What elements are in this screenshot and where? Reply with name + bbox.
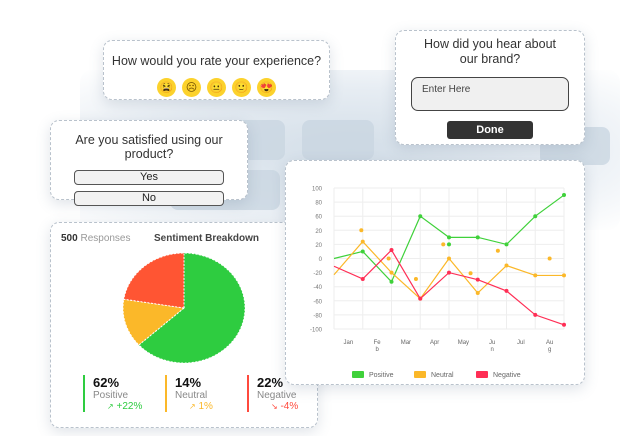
scatter-point [413, 276, 418, 281]
pie-chart [122, 252, 246, 364]
stat-negative: 22% Negative ↘ -4% [247, 375, 298, 412]
scatter-point [468, 271, 473, 276]
legend-swatch [476, 371, 488, 378]
data-point [389, 279, 394, 284]
x-tick-label: Jan [344, 340, 354, 346]
rating-question: How would you rate your experience? [111, 54, 322, 68]
y-tick-label: -100 [310, 328, 323, 334]
heart-eyes-face-icon[interactable]: 😍 [257, 78, 276, 97]
background-tile [302, 120, 374, 160]
data-point [475, 291, 480, 296]
line-chart-card: 100 80 60 20 20 0 -20 -40 -60 -80 -100 Jan Fe b Mar Apr… [285, 160, 585, 385]
pie-slice-neutral [122, 298, 186, 346]
brand-input[interactable]: Enter Here [411, 77, 569, 111]
brand-card: How did you hear about our brand? Enter … [395, 30, 585, 145]
stat-change: ↗ 1% [189, 401, 213, 412]
sentiment-card: 500 Responses Sentiment Breakdown 62% Pos… [50, 222, 318, 428]
data-point [533, 312, 538, 317]
data-point [504, 242, 509, 247]
trend-down-icon: ↘ [271, 402, 278, 411]
legend-swatch [414, 371, 426, 378]
x-tick-label: Mar [401, 340, 411, 346]
data-point [504, 288, 509, 293]
satisfaction-question: Are you satisfied using our product? [75, 133, 223, 161]
crying-face-icon[interactable]: 😫 [157, 78, 176, 97]
response-count: 500 Responses [61, 233, 131, 244]
data-point [360, 239, 365, 244]
scatter-point [495, 248, 500, 253]
legend-label: Positive [369, 372, 394, 379]
data-point [447, 235, 451, 240]
scatter-point [441, 242, 446, 247]
count-value: 500 [61, 233, 78, 244]
stat-neutral: 14% Neutral ↗ 1% [165, 375, 213, 412]
data-point [475, 235, 480, 240]
done-button[interactable]: Done [447, 121, 533, 139]
legend-swatch [352, 371, 364, 378]
data-point [533, 214, 538, 219]
pie-slice-negative [123, 252, 185, 309]
stat-label: Negative [257, 390, 297, 401]
scatter-point [447, 242, 451, 247]
y-tick-label: 20 [315, 229, 322, 235]
data-point [447, 270, 451, 275]
stat-label: Neutral [175, 390, 208, 401]
stat-label: Positive [93, 390, 129, 401]
no-option[interactable]: No [74, 191, 224, 206]
data-point [533, 273, 538, 278]
scatter-point [359, 228, 364, 233]
stat-percent: 14% [175, 375, 202, 390]
data-point [360, 276, 365, 281]
trend-up-icon: ↗ [189, 402, 196, 411]
trend-up-icon: ↗ [107, 402, 114, 411]
y-tick-label: 100 [312, 187, 323, 193]
data-point [418, 214, 423, 219]
stat-change: ↗ +22% [107, 401, 143, 412]
y-tick-label: 80 [315, 201, 322, 207]
data-point [360, 249, 365, 254]
x-tick-label: Ju n [489, 340, 495, 353]
stat-percent: 62% [93, 375, 120, 390]
legend-label: Negative [493, 372, 521, 379]
x-tick-label: May [458, 340, 469, 346]
legend-label: Neutral [431, 372, 454, 379]
data-point [504, 263, 509, 268]
slightly-smiling-face-icon[interactable]: 🙂 [232, 78, 251, 97]
y-tick-label: -80 [313, 313, 322, 319]
stat-change: ↘ -4% [271, 401, 299, 412]
data-point [562, 193, 566, 198]
x-tick-label: Fe b [374, 340, 382, 353]
pie-slice-positive [138, 252, 246, 364]
frowning-face-icon[interactable]: ☹ [182, 78, 201, 97]
x-tick-label: Jul [517, 340, 525, 346]
data-point [562, 273, 566, 278]
y-tick-label: -60 [313, 299, 322, 305]
y-tick-label: 60 [315, 215, 322, 221]
data-point [389, 270, 394, 275]
data-point [418, 296, 423, 301]
line-chart: 100 80 60 20 20 0 -20 -40 -60 -80 -100 Jan Fe b Mar Apr… [310, 187, 566, 379]
count-label: Responses [80, 233, 131, 244]
scatter-point [386, 256, 391, 261]
sentiment-title: Sentiment Breakdown [154, 233, 260, 244]
y-tick-label: 0 [319, 257, 323, 263]
data-point [389, 248, 394, 253]
brand-question: How did you hear about our brand? [423, 37, 557, 66]
yes-option[interactable]: Yes [74, 170, 224, 185]
x-tick-label: Apr [430, 340, 439, 346]
rating-card: How would you rate your experience? 😫 ☹ 😐 🙂… [103, 40, 330, 100]
x-tick-label: Au g [546, 340, 553, 353]
data-point [447, 256, 451, 261]
y-tick-label: -20 [313, 271, 322, 277]
data-point [562, 322, 566, 327]
emoji-rating: 😫 ☹ 😐 🙂 😍 [104, 78, 329, 97]
data-point [475, 277, 480, 282]
y-tick-label: -40 [313, 285, 322, 291]
scatter-point [547, 256, 552, 261]
neutral-face-icon[interactable]: 😐 [207, 78, 226, 97]
y-tick-label: 20 [315, 243, 322, 249]
satisfaction-card: Are you satisfied using our product? Yes… [50, 120, 248, 206]
stat-percent: 22% [257, 375, 284, 390]
stat-positive: 62% Positive ↗ +22% [83, 375, 142, 412]
